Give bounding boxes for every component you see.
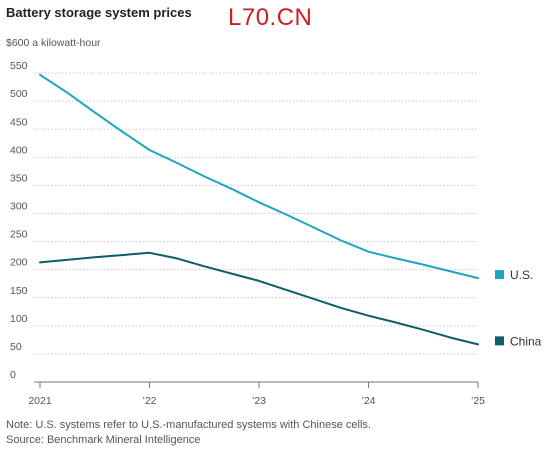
legend-swatch — [495, 336, 504, 346]
y-tick-label: 300 — [10, 201, 28, 213]
y-tick-label: 500 — [10, 88, 28, 100]
x-tick-label: ’23 — [252, 395, 266, 407]
y-tick-label: 550 — [10, 60, 28, 72]
grid-lines — [34, 72, 478, 383]
y-tick-label: 400 — [10, 144, 28, 156]
y-axis-unit-label: $600 a kilowatt-hour — [6, 37, 101, 49]
legend: U.S. China — [495, 268, 542, 348]
series-line-us — [39, 73, 479, 280]
y-tick-label: 200 — [10, 257, 28, 269]
footnote: Note: U.S. systems refer to U.S.-manufac… — [6, 419, 371, 431]
legend-swatch — [495, 270, 504, 280]
x-tick-label: ’22 — [142, 395, 156, 407]
y-tick-label: 250 — [10, 229, 28, 241]
legend-label: China — [510, 334, 542, 348]
chart-title: Battery storage system prices — [6, 5, 192, 20]
legend-label: U.S. — [510, 268, 533, 282]
y-tick-label: 0 — [10, 369, 16, 381]
y-tick-label: 100 — [10, 313, 28, 325]
source-line: Source: Benchmark Mineral Intelligence — [6, 434, 201, 446]
series-lines — [39, 73, 479, 346]
y-tick-label: 450 — [10, 116, 28, 128]
series-line-china — [39, 251, 479, 346]
y-axis: $600 a kilowatt-hour 0 50 100 150 200 250 300 3… — [6, 37, 101, 381]
y-tick-label: 50 — [10, 341, 22, 353]
x-tick-label: ’25 — [471, 395, 485, 407]
y-tick-label: 350 — [10, 172, 28, 184]
x-axis: 2021 ’22 ’23 ’24 ’25 — [28, 382, 485, 407]
x-tick-label: 2021 — [28, 395, 52, 407]
x-tick-label: ’24 — [361, 395, 375, 407]
y-tick-label: 150 — [10, 285, 28, 297]
watermark-text: L70.CN — [228, 4, 313, 31]
